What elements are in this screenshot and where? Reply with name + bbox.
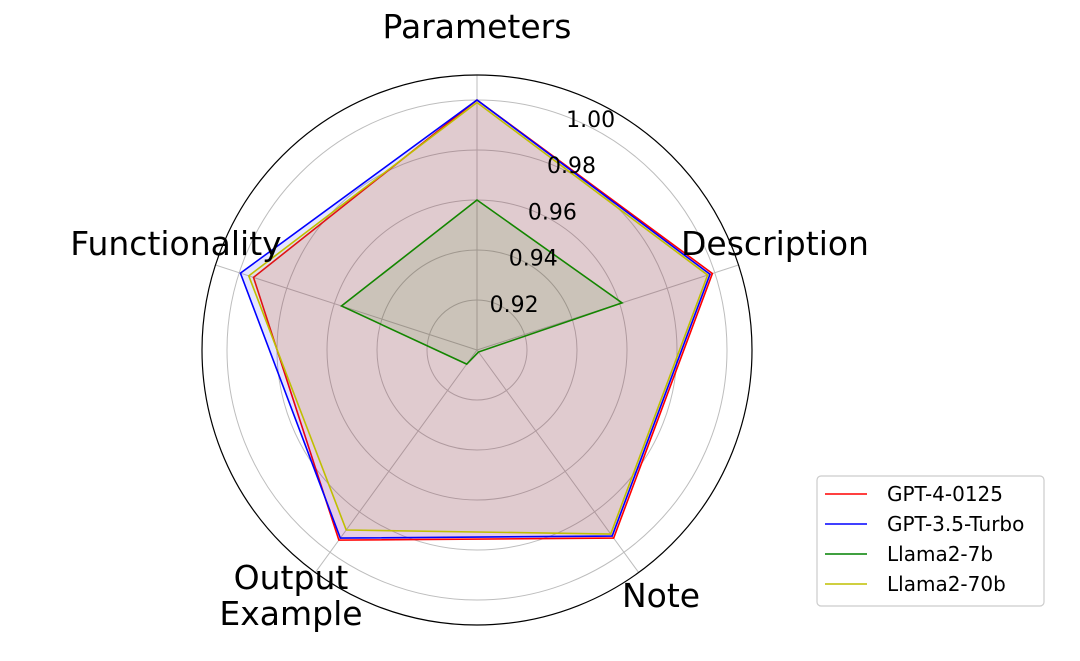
spoke-line [314,349,478,573]
outer-frame [201,74,753,626]
category-label-description: Description [681,224,869,263]
radial-tick-label: 0.96 [528,200,577,225]
legend-frame [816,475,1045,607]
radial-tick-label: 0.94 [509,247,558,272]
category-label-parameters: Parameters [383,7,572,46]
category-labels: Parameters Description Note Output Example Fu… [70,7,869,633]
category-label-output-example: Output Example [219,558,362,633]
radial-tick-label: 0.98 [547,154,596,179]
radial-tick-label: 0.92 [490,293,539,318]
radial-tick-label: 1.00 [566,108,615,133]
radial-tick-labels: 0.92 0.94 0.96 0.98 1.00 [490,108,616,318]
legend-label: Llama2-7b [887,542,993,566]
legend-label: GPT-4-0125 [887,482,1003,506]
legend-label: GPT-3.5-Turbo [887,512,1024,536]
category-label-functionality: Functionality [70,224,281,263]
legend-label: Llama2-70b [887,572,1006,596]
series-llama2-70b [247,101,709,535]
radar-series [239,98,714,541]
series-gpt-4-0125 [252,98,714,541]
series-llama2-7b [339,199,624,366]
series-gpt-3-5-turbo [239,99,711,539]
category-label-note: Note [622,576,700,615]
legend: GPT-4-0125 GPT-3.5-Turbo Llama2-7b Llama2-7… [816,475,1045,607]
